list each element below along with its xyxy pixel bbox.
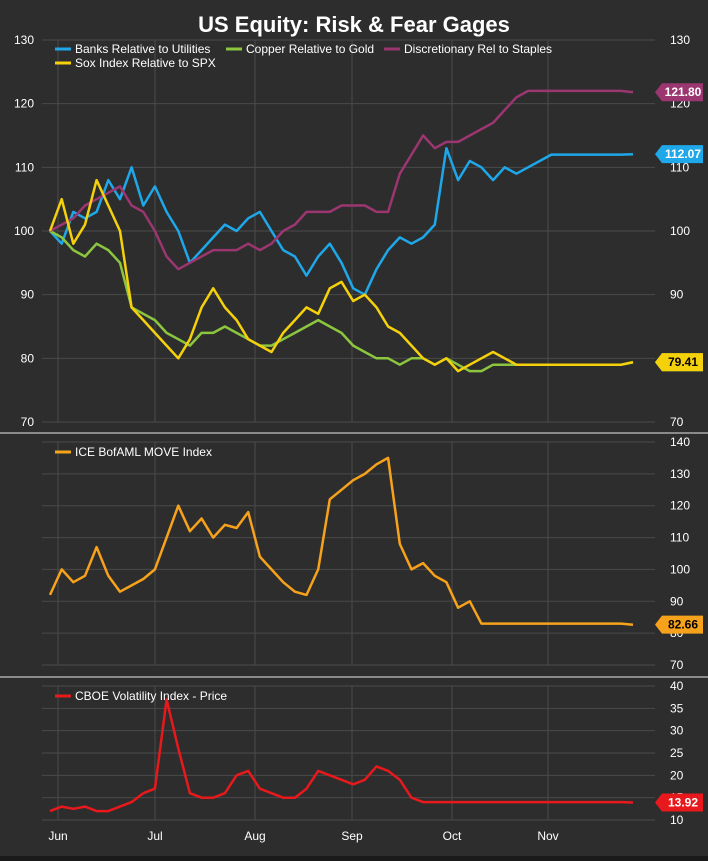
- y-tick-label-right: 25: [670, 746, 684, 760]
- x-tick-label: Sep: [341, 829, 363, 843]
- y-tick-label-right: 90: [670, 288, 684, 302]
- x-tick-label: Aug: [244, 829, 265, 843]
- x-tick-label: Jun: [48, 829, 67, 843]
- y-tick-label-left: 120: [14, 97, 34, 111]
- y-tick-label-left: 90: [21, 288, 35, 302]
- y-tick-label-right: 140: [670, 435, 690, 449]
- y-tick-label-right: 40: [670, 679, 684, 693]
- chart-title: US Equity: Risk & Fear Gages: [198, 12, 510, 37]
- legend-label-move: ICE BofAML MOVE Index: [75, 445, 212, 459]
- last-value-tag-banks: [655, 145, 703, 164]
- series-line-vix: [49, 698, 634, 813]
- y-tick-label-left: 100: [14, 224, 34, 238]
- y-tick-label-right: 110: [670, 531, 689, 545]
- series-line-discretionary: [49, 89, 634, 271]
- x-tick-label: Oct: [443, 829, 462, 843]
- y-tick-label-left: 70: [21, 415, 35, 429]
- y-tick-label-right: 100: [670, 562, 690, 576]
- y-tick-label-right: 10: [670, 813, 684, 827]
- y-tick-label-right: 35: [670, 701, 684, 715]
- y-tick-label-right: 110: [670, 160, 689, 174]
- last-value-label-move: 82.66: [668, 618, 698, 632]
- last-value-tag-discretionary: [655, 83, 703, 102]
- legend-label-sox: Sox Index Relative to SPX: [75, 56, 216, 70]
- series-line-move: [48, 456, 634, 626]
- legend-label-copper: Copper Relative to Gold: [246, 42, 374, 56]
- y-tick-label-left: 130: [14, 33, 34, 47]
- legend-label-vix: CBOE Volatility Index - Price: [75, 689, 227, 703]
- x-tick-label: Jul: [147, 829, 162, 843]
- y-tick-label-right: 70: [670, 658, 684, 672]
- y-tick-label-right: 20: [670, 768, 684, 782]
- series-line-banks: [49, 146, 634, 296]
- last-value-tag-sox: [655, 353, 703, 372]
- last-value-label-discretionary: 121.80: [665, 85, 702, 99]
- y-tick-label-right: 30: [670, 724, 684, 738]
- y-tick-label-right: 100: [670, 224, 690, 238]
- y-tick-label-right: 130: [670, 33, 690, 47]
- x-tick-label: Nov: [537, 829, 558, 843]
- last-value-tag-vix: [655, 793, 703, 812]
- legend-label-discretionary: Discretionary Rel to Staples: [404, 42, 552, 56]
- y-tick-label-right: 70: [670, 415, 684, 429]
- series-line-sox: [48, 178, 634, 373]
- legend-label-banks: Banks Relative to Utilities: [75, 42, 210, 56]
- last-value-label-banks: 112.07: [665, 147, 701, 161]
- y-tick-label-right: 90: [670, 594, 684, 608]
- last-value-tag-move: [655, 615, 703, 634]
- last-value-label-sox: 79.41: [668, 355, 698, 369]
- last-value-label-vix: 13.92: [668, 795, 698, 809]
- y-tick-label-right: 120: [670, 499, 690, 513]
- y-tick-label-left: 80: [21, 351, 35, 365]
- y-tick-label-right: 130: [670, 467, 690, 481]
- y-tick-label-left: 110: [15, 160, 34, 174]
